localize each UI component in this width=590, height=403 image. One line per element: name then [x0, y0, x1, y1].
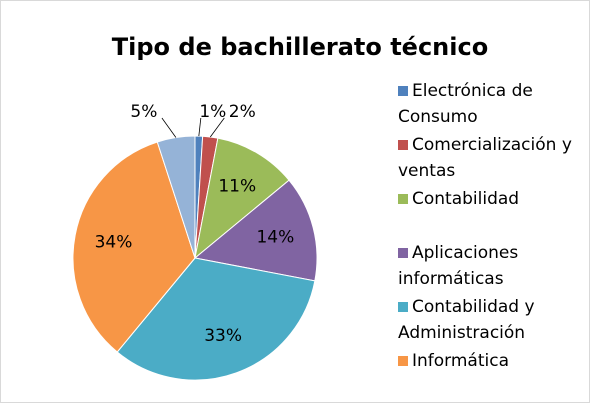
- chart-title: Tipo de bachillerato técnico: [112, 33, 488, 61]
- pie-slice: [193, 179, 318, 282]
- data-label: 1%: [199, 102, 226, 122]
- legend-swatch: [398, 194, 408, 204]
- pie-slice: [194, 137, 290, 260]
- legend-label: Contabilidad: [412, 189, 520, 209]
- pie-slice: [72, 141, 196, 353]
- legend-entry: Aplicaciones informáticas: [398, 240, 590, 292]
- legend-label: Contabilidad y Administración: [398, 297, 535, 343]
- data-label: 11%: [218, 177, 256, 197]
- data-label: 5%: [130, 102, 157, 122]
- data-label: 34%: [95, 232, 133, 252]
- legend-swatch: [398, 356, 408, 366]
- data-label: 2%: [229, 102, 256, 122]
- legend-label: Informática: [412, 351, 509, 371]
- pie-slice: [116, 257, 316, 381]
- legend-entry: Contabilidad y Administración: [398, 294, 590, 346]
- legend-swatch: [398, 140, 408, 150]
- legend-entry: Comercialización y ventas: [398, 132, 590, 184]
- legend-entry: Electrónica de Consumo: [398, 78, 590, 130]
- legend-label: Aplicaciones informáticas: [398, 243, 519, 289]
- legend-swatch: [398, 248, 408, 258]
- leader-line: [209, 117, 225, 138]
- legend-entry: Contabilidad: [398, 186, 590, 212]
- leader-line: [161, 117, 177, 138]
- leader-line: [198, 117, 202, 137]
- data-label: 33%: [204, 326, 242, 346]
- pie-slice: [156, 135, 196, 259]
- legend-label: Electrónica de Consumo: [398, 81, 533, 127]
- legend-swatch: [398, 302, 408, 312]
- legend-entry: Informática: [398, 348, 590, 374]
- legend-label: Comercialización y ventas: [398, 135, 572, 181]
- legend-swatch: [398, 86, 408, 96]
- data-label: 14%: [256, 227, 294, 247]
